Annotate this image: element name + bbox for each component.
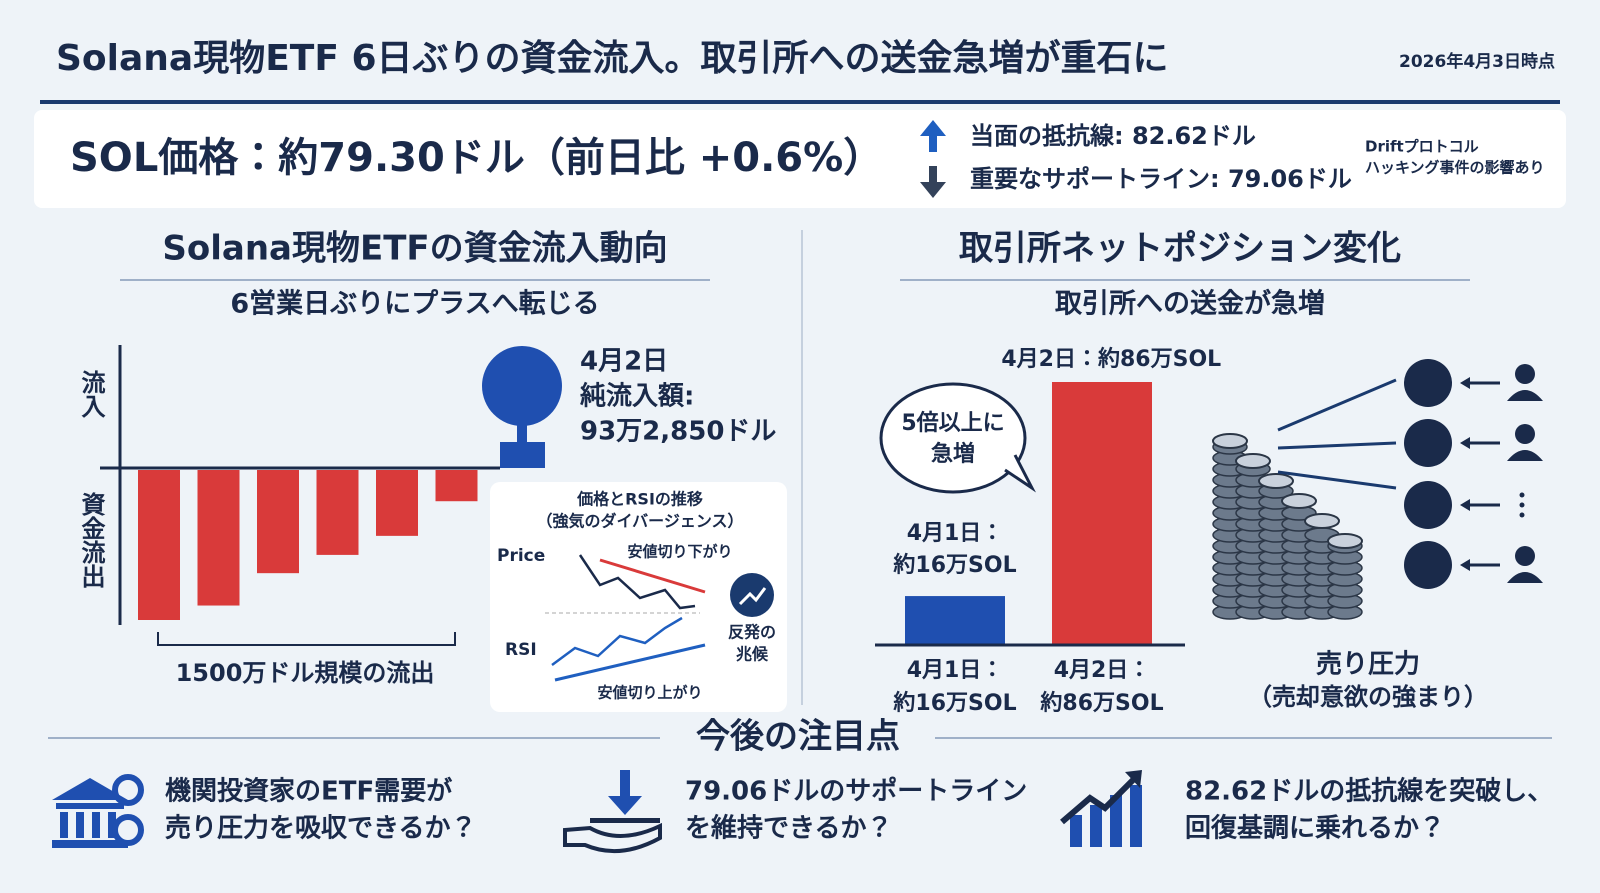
flow-arrow xyxy=(1277,441,1397,450)
coin xyxy=(1235,453,1271,469)
subtitle: 6営業日ぶりにプラスへ転じる xyxy=(230,288,599,320)
annotation: 4月2日 xyxy=(580,347,668,377)
exchange-icon xyxy=(1404,481,1452,529)
note: Driftプロトコル xyxy=(1365,138,1479,156)
arrow xyxy=(1460,377,1470,389)
inset-title: 価格とRSIの推移 xyxy=(576,490,703,509)
outlook-item: 82.62ドルの抵抗線を突破し、 xyxy=(1185,776,1553,807)
bar xyxy=(197,470,240,606)
dots xyxy=(1519,512,1525,518)
callout xyxy=(879,382,1027,494)
bar xyxy=(257,470,299,574)
user-icon xyxy=(1515,364,1535,384)
callout-tail xyxy=(1004,454,1036,493)
rsi-note: 安値切り上がり xyxy=(597,684,702,702)
bar xyxy=(905,596,1005,645)
bar-label: 4月2日： xyxy=(1001,347,1098,372)
rsi-label: RSI xyxy=(505,640,537,660)
up-arrow xyxy=(920,120,946,152)
signal-icon xyxy=(738,587,767,606)
outlook-item: 79.06ドルのサポートライン xyxy=(685,776,1027,807)
y-label: 資金流出 xyxy=(77,492,105,588)
value-label: 約16万SOL xyxy=(892,690,1016,716)
annotation: 93万2,850ドル xyxy=(580,417,776,447)
inflow-icon xyxy=(500,442,545,468)
bar-label: 約86万SOL xyxy=(1097,346,1221,372)
inflow-icon xyxy=(482,346,562,426)
flow-arrow xyxy=(1277,470,1397,490)
x-tick-label: 4月1日： xyxy=(907,658,1004,683)
exchange-icon xyxy=(1404,419,1452,467)
outlook-item: 機関投資家のETF需要が xyxy=(165,776,452,807)
bar xyxy=(376,470,418,536)
brace xyxy=(157,632,456,646)
bank-icon xyxy=(52,774,144,848)
down-arrow xyxy=(920,166,946,198)
user-icon xyxy=(1507,572,1543,583)
price-line xyxy=(578,554,696,610)
price-label: Price xyxy=(497,546,545,566)
trend-arrow xyxy=(554,643,706,682)
x-tick-label: 4月2日： xyxy=(1054,658,1151,683)
exchange-icon xyxy=(1404,359,1452,407)
dots xyxy=(1519,502,1525,508)
dots xyxy=(1519,492,1525,498)
user-icon xyxy=(1507,390,1543,401)
date: 2026年4月3日時点 xyxy=(1399,51,1555,72)
y-label: 流入 xyxy=(77,369,105,419)
arrow xyxy=(1460,499,1470,511)
outlook-item: 回復基調に乗れるか？ xyxy=(1185,813,1445,844)
signal: 兆候 xyxy=(736,645,769,664)
arrow xyxy=(1460,559,1470,571)
outlook-item: 売り圧力を吸収できるか？ xyxy=(165,814,476,844)
title: Solana現物ETF 6日ぶりの資金流入。取引所への送金急増が重石に xyxy=(56,38,1169,79)
signal: 反発の xyxy=(728,623,776,642)
coin xyxy=(1258,473,1294,489)
annotation: 純流入額: xyxy=(579,382,694,412)
flow-arrow xyxy=(1277,378,1397,432)
callout-text: 5倍以上に xyxy=(901,411,1004,436)
resistance: 当面の抵抗線: 82.62ドル xyxy=(970,122,1256,150)
price-box xyxy=(34,110,1566,208)
subtitle: 取引所への送金が急増 xyxy=(1055,288,1325,320)
price-note: 安値切り下がり xyxy=(627,543,732,561)
user-icon xyxy=(1507,450,1543,461)
bar xyxy=(138,470,180,620)
support: 重要なサポートライン: 79.06ドル xyxy=(970,165,1352,193)
section-title: 取引所ネットポジション変化 xyxy=(959,229,1401,269)
side-label: （売却意欲の強まり） xyxy=(1248,683,1488,711)
arrow xyxy=(1460,437,1470,449)
inflow-icon xyxy=(517,424,527,444)
user-icon xyxy=(1515,546,1535,566)
exchange-icon xyxy=(1404,541,1452,589)
coin xyxy=(1304,513,1340,529)
side-label: 売り圧力 xyxy=(1316,650,1420,680)
coins xyxy=(1212,433,1363,620)
inset-title: （強気のダイバージェンス） xyxy=(536,512,743,531)
bar xyxy=(1052,382,1152,645)
rsi-line xyxy=(551,616,683,667)
icons xyxy=(1277,359,1543,589)
price: SOL価格：約79.30ドル（前日比 +0.6%） xyxy=(70,135,883,181)
coin xyxy=(1212,433,1248,449)
outlook-item: を維持できるか？ xyxy=(685,814,892,844)
note: ハッキング事件の影響あり xyxy=(1365,159,1545,177)
growth-icon xyxy=(1060,770,1142,847)
bar-label: 約16万SOL xyxy=(892,552,1016,578)
user-icon xyxy=(1515,424,1535,444)
coin xyxy=(1281,493,1317,509)
support-icon xyxy=(563,770,662,854)
callout-text: 急増 xyxy=(931,441,975,467)
bar xyxy=(435,470,478,502)
outlook-title: 今後の注目点 xyxy=(696,717,900,757)
value-label: 約86万SOL xyxy=(1039,690,1163,716)
bar-label: 4月1日： xyxy=(907,521,1004,546)
coin xyxy=(1327,533,1363,549)
section-title: Solana現物ETFの資金流入動向 xyxy=(162,229,667,269)
trend-arrow xyxy=(599,558,706,594)
brace-label: 1500万ドル規模の流出 xyxy=(176,659,435,687)
bar xyxy=(316,470,359,555)
